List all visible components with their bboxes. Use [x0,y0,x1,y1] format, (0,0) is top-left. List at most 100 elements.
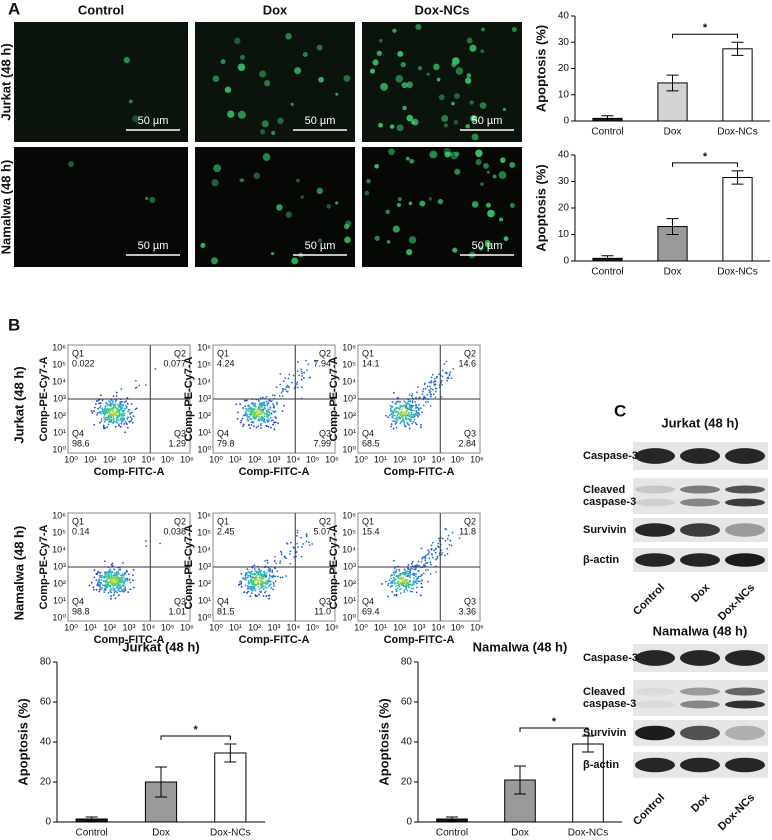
event [253,579,256,582]
event [263,591,266,594]
event [109,401,112,404]
row-label: Namalwa (48 h) [11,526,26,621]
cell [478,246,484,251]
event [250,578,253,581]
event [424,401,427,404]
event [445,372,448,375]
event [105,573,108,576]
scale-bar-label: 50 µm [472,115,503,127]
event [427,580,429,583]
y-tick-label: 10⁴ [197,376,211,386]
event [429,388,432,390]
event [418,564,420,567]
protein-label: Survivin [583,524,627,536]
x-tick-label: 10³ [412,622,425,632]
quadrant-value: 15.4 [362,526,380,536]
event [134,387,137,389]
event [250,585,253,588]
cell [212,75,220,83]
event [417,569,420,572]
event [252,587,255,589]
event [134,379,137,382]
lane-label: Dox [689,581,713,605]
quadrant-name: Q2 [464,516,476,526]
event [416,563,419,566]
y-tick-label: 10¹ [198,595,211,605]
cell [241,178,245,182]
event [429,395,432,398]
protein-label: β-actin [583,759,619,771]
y-tick-label: 10⁰ [342,444,356,454]
quadrant-value: 0.077 [163,358,186,368]
event [274,575,277,578]
event [412,587,415,590]
event [103,591,106,593]
event [102,424,105,427]
event [130,418,133,421]
event [423,396,426,399]
event [267,578,270,581]
event [401,405,404,408]
error-bar [85,816,98,822]
event [106,578,109,580]
y-axis-label: Comp-PE-Cy7-A [183,524,195,609]
event [126,579,129,582]
event [107,404,110,407]
micrograph [362,22,522,142]
y-tick-label: 20 [401,777,413,788]
y-axis-label: Comp-PE-Cy7-A [328,356,340,441]
cell [345,220,352,227]
event [430,548,433,551]
event [115,391,118,394]
event [398,584,401,586]
event [406,582,409,585]
event [116,421,118,424]
event [258,593,260,596]
event [108,568,111,571]
event [395,422,398,424]
panel-label: A [8,0,20,18]
event [279,560,282,563]
event [446,552,449,555]
event [240,582,243,585]
event [124,421,127,423]
cell [471,200,479,208]
event [450,544,453,547]
event [248,413,251,416]
event [268,568,271,570]
cell [498,171,507,179]
event [418,580,421,583]
event [145,545,148,548]
x-tick-label: 10⁶ [325,622,339,632]
event [426,553,429,556]
event [407,585,410,588]
event [132,568,135,571]
cell [397,50,404,57]
band [635,553,675,567]
event [388,579,391,582]
event [406,589,409,592]
x-tick-label: 10⁴ [286,622,300,632]
event [300,555,303,558]
event [446,537,449,540]
cell [408,201,413,206]
event [116,573,119,576]
quadrant-name: Q3 [319,428,331,438]
event [134,408,137,411]
y-tick-label: 10⁰ [342,612,356,622]
event [407,412,410,415]
cell [277,117,284,125]
event [415,573,417,575]
lane-label: Dox [689,791,713,815]
y-tick-label: 10⁰ [52,444,66,454]
event [99,402,102,404]
event [113,579,115,582]
x-tick-label: 10³ [122,454,135,464]
event [95,588,98,591]
event [103,427,106,430]
y-tick-label: 10 [558,229,570,240]
event [264,412,267,415]
event [104,589,107,592]
event [95,572,98,575]
